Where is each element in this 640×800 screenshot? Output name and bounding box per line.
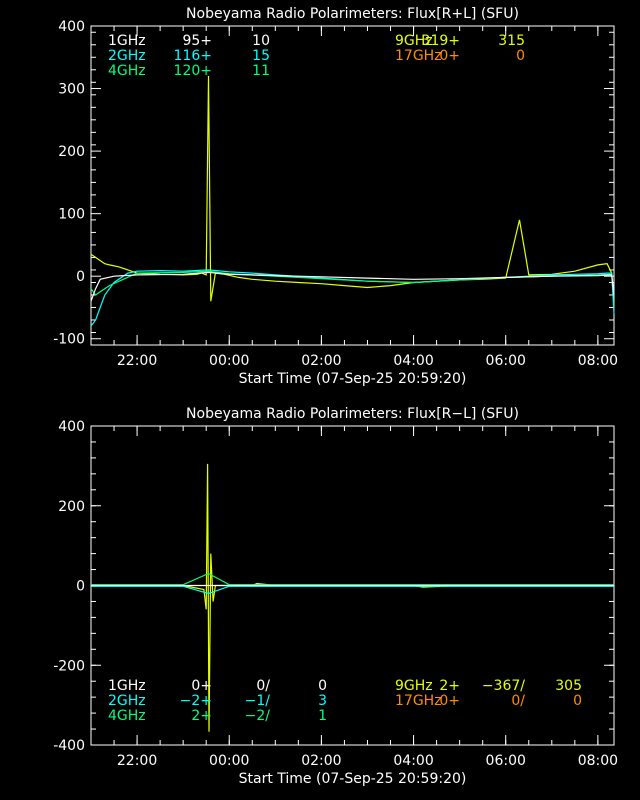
series-line-1GHz [90,271,615,302]
legend-value: 3 [318,693,327,709]
series-line-4GHz [91,572,614,586]
x-tick-label: 22:00 [117,753,157,769]
legend-value: 1 [318,708,327,724]
y-tick-label: -400 [53,738,85,754]
legend-frequency: 17GHz [395,48,442,64]
legend-frequency: 2GHz [108,693,146,709]
legend-value: 0+ [439,693,460,709]
x-tick-label: 22:00 [117,353,157,369]
legend-value: −367/ [482,678,525,694]
legend-value: 0+ [439,48,460,64]
legend-value: 0/ [256,678,270,694]
y-tick-label: -100 [53,332,85,348]
x-tick-label: 02:00 [301,753,341,769]
legend-frequency: 4GHz [108,708,146,724]
legend-frequency: 9GHz [395,678,433,694]
chart-title: Nobeyama Radio Polarimeters: Flux[R+L] (… [186,6,519,22]
y-tick-label: 300 [58,82,85,98]
y-tick-label: -200 [53,658,85,674]
x-tick-label: 00:00 [209,353,249,369]
legend-value: 305 [555,678,582,694]
y-tick-label: 100 [58,207,85,223]
series-line-9GHz [90,75,615,308]
y-tick-label: 0 [76,579,85,595]
series-line-2GHz [91,585,614,595]
chart-panel-2 [90,425,615,746]
chart-panel-1 [90,25,615,346]
legend-value: 315 [498,33,525,49]
legend-value: 11 [252,63,270,79]
legend-frequency: 17GHz [395,693,442,709]
legend-value: 0/ [511,693,525,709]
x-tick-label: 08:00 [578,353,618,369]
legend-frequency: 9GHz [395,33,433,49]
legend-value: 120+ [174,63,212,79]
legend-frequency: 2GHz [108,48,146,64]
legend-value: 15 [252,48,270,64]
x-tick-label: 06:00 [486,353,526,369]
y-tick-label: 400 [58,419,85,435]
x-tick-label: 02:00 [301,353,341,369]
legend-value: −2/ [245,708,271,724]
legend-value: 2+ [439,678,460,694]
x-tick-label: 04:00 [393,353,433,369]
series-line-9GHz [91,463,614,732]
x-axis-label: Start Time (07-Sep-25 20:59:20) [239,371,467,387]
x-tick-label: 04:00 [393,753,433,769]
legend-value: −2+ [180,693,212,709]
legend-value: 2+ [191,708,212,724]
legend-value: 0+ [191,678,212,694]
x-tick-label: 08:00 [578,753,618,769]
legend-frequency: 4GHz [108,63,146,79]
legend-value: 0 [573,693,582,709]
legend-value: 95+ [182,33,212,49]
legend-value: 319+ [422,33,460,49]
chart-title: Nobeyama Radio Polarimeters: Flux[R−L] (… [186,406,519,422]
legend-value: 116+ [174,48,212,64]
legend-value: 10 [252,33,270,49]
x-axis-label: Start Time (07-Sep-25 20:59:20) [239,771,467,787]
legend-frequency: 1GHz [108,33,146,49]
y-tick-label: 0 [76,269,85,285]
series-line-2GHz [90,269,615,327]
x-tick-label: 00:00 [209,753,249,769]
legend-value: 0 [318,678,327,694]
x-tick-label: 06:00 [486,753,526,769]
y-tick-label: 200 [58,144,85,160]
legend-value: −1/ [245,693,271,709]
y-tick-label: 400 [58,19,85,35]
legend-frequency: 1GHz [108,678,146,694]
plot-frame [90,25,615,346]
y-tick-label: 200 [58,499,85,515]
legend-value: 0 [516,48,525,64]
